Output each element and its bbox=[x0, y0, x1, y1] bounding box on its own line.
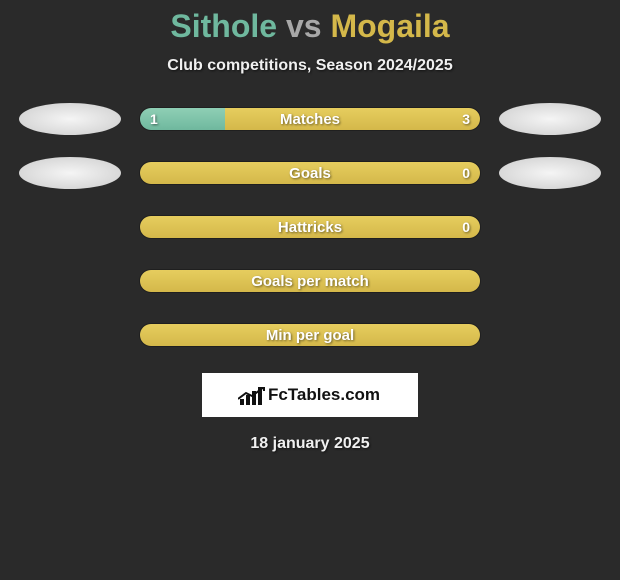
player1-avatar bbox=[19, 103, 121, 135]
avatar-spacer bbox=[19, 211, 121, 243]
stat-row: Min per goal bbox=[0, 319, 620, 351]
logo-text: FcTables.com bbox=[268, 385, 380, 405]
avatar-spacer bbox=[19, 319, 121, 351]
trend-line-icon bbox=[238, 387, 266, 401]
subtitle: Club competitions, Season 2024/2025 bbox=[0, 57, 620, 75]
stat-label: Goals bbox=[140, 162, 480, 184]
stat-row: Hattricks0 bbox=[0, 211, 620, 243]
stat-value-player2: 0 bbox=[462, 216, 470, 238]
player2-avatar bbox=[499, 103, 601, 135]
bar-chart-icon bbox=[240, 385, 262, 405]
stat-bar: Goals0 bbox=[139, 161, 481, 185]
stat-value-player2: 3 bbox=[462, 108, 470, 130]
stat-label: Min per goal bbox=[140, 324, 480, 346]
player1-name: Sithole bbox=[170, 8, 277, 44]
player1-avatar bbox=[19, 157, 121, 189]
comparison-card: Sithole vs Mogaila Club competitions, Se… bbox=[0, 0, 620, 453]
player2-avatar bbox=[499, 157, 601, 189]
stat-row: Matches1 3 bbox=[0, 103, 620, 135]
stat-bar: Goals per match bbox=[139, 269, 481, 293]
stat-row: Goals per match bbox=[0, 265, 620, 297]
stat-label: Matches bbox=[140, 108, 480, 130]
vs-text: vs bbox=[286, 8, 322, 44]
page-title: Sithole vs Mogaila bbox=[0, 8, 620, 45]
stat-value-player1: 1 bbox=[150, 108, 158, 130]
player2-name: Mogaila bbox=[330, 8, 449, 44]
date-label: 18 january 2025 bbox=[0, 435, 620, 453]
stat-label: Hattricks bbox=[140, 216, 480, 238]
avatar-spacer bbox=[499, 319, 601, 351]
stat-bar: Matches1 3 bbox=[139, 107, 481, 131]
stat-bar: Min per goal bbox=[139, 323, 481, 347]
stat-row: Goals0 bbox=[0, 157, 620, 189]
stat-bar: Hattricks0 bbox=[139, 215, 481, 239]
stat-value-player2: 0 bbox=[462, 162, 470, 184]
avatar-spacer bbox=[499, 265, 601, 297]
stat-label: Goals per match bbox=[140, 270, 480, 292]
avatar-spacer bbox=[499, 211, 601, 243]
stats-list: Matches13Goals0Hattricks0Goals per match… bbox=[0, 103, 620, 351]
fctables-logo[interactable]: FcTables.com bbox=[202, 373, 418, 417]
avatar-spacer bbox=[19, 265, 121, 297]
